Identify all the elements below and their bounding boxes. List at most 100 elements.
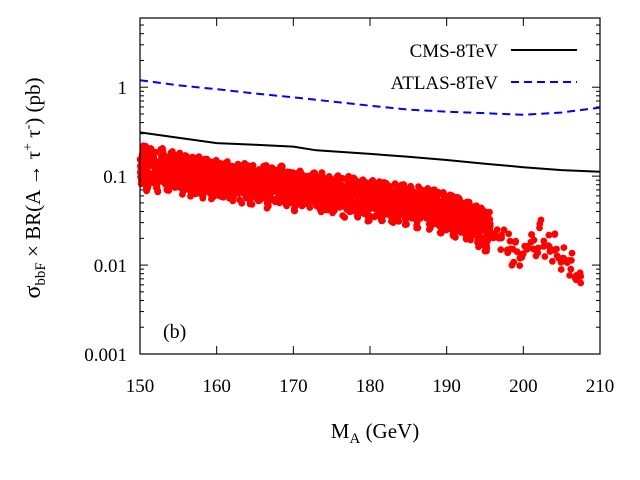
scatter-point [523, 243, 531, 251]
scatter-point [576, 269, 584, 277]
scatter-point [505, 230, 513, 238]
scatter-point [230, 193, 237, 201]
scatter-point [577, 279, 585, 287]
scatter-point [566, 272, 574, 279]
x-tick-label: 170 [279, 376, 308, 397]
scatter-point [532, 252, 540, 260]
x-tick-label: 200 [509, 376, 538, 397]
scatter-point [506, 237, 514, 245]
tick-labels: 150 160 170 180 190 200 210 0.001 0.01 0.1 1 [84, 78, 614, 397]
scatter-point [242, 162, 250, 170]
x-tick-label: 160 [202, 376, 231, 397]
scatter-point [557, 266, 565, 273]
scatter-point [534, 244, 542, 252]
scatter-point [365, 211, 373, 219]
scatter-point [498, 234, 505, 242]
scatter-point [163, 186, 171, 194]
legend-label-atlas: ATLAS-8TeV [391, 73, 499, 94]
scatter-point [150, 148, 158, 156]
y-tick-label: 0.01 [94, 256, 127, 277]
scatter-point [174, 151, 182, 159]
scatter-point [545, 231, 553, 239]
scatter-point [216, 166, 223, 174]
scatter-point [536, 224, 543, 232]
scatter-point [540, 237, 548, 245]
scatter-point [305, 194, 312, 202]
scatter-point [477, 215, 484, 223]
scatter-point [493, 226, 501, 234]
scatter-point [330, 207, 338, 215]
scatter-point [537, 216, 545, 224]
scatter-point [467, 236, 474, 244]
scatter-point [264, 199, 272, 207]
scatter-point [341, 214, 349, 221]
y-tick-label: 0.001 [84, 345, 127, 366]
scatter-point [438, 229, 445, 237]
plot-frame [139, 17, 601, 355]
scatter-point [512, 238, 519, 246]
series-lines [139, 79, 601, 173]
scatter-point [464, 200, 472, 207]
scatter-point [484, 208, 491, 216]
scatter-point [261, 162, 269, 170]
scatter-point [215, 160, 223, 167]
y-axis-label: σbbF × BR(A → τ+ τ-) (pb) [20, 77, 49, 298]
scatter-point [395, 217, 403, 225]
series-line-cms [139, 131, 601, 173]
scatter-point [568, 257, 575, 264]
scatter-point [568, 249, 576, 257]
scatter-point [154, 188, 162, 196]
scatter-point [234, 160, 242, 168]
x-tick-label: 210 [586, 376, 615, 397]
x-tick-label: 180 [356, 376, 385, 397]
scatter-point [528, 231, 536, 239]
scatter-point [238, 199, 246, 207]
scatter-point [530, 236, 538, 244]
y-tick-label: 1 [118, 78, 128, 99]
x-tick-label: 190 [432, 376, 461, 397]
scatter-point [157, 146, 165, 153]
scatter-point [140, 147, 147, 154]
scatter-point [428, 221, 436, 229]
scatter-point [560, 254, 567, 262]
scatter-point [551, 230, 559, 238]
scatter-point [365, 217, 373, 225]
scatter-point [516, 262, 524, 269]
x-axis-label: MA (GeV) [331, 419, 419, 447]
scatter-point [389, 203, 396, 211]
scatter-point [278, 167, 286, 174]
scatter-point [163, 178, 171, 186]
scatter-point [198, 192, 206, 200]
scatter-point [545, 242, 552, 250]
scatter-point [485, 217, 493, 225]
scatter-point [567, 265, 575, 273]
scatter-point [497, 246, 505, 254]
scatter-points [136, 142, 585, 287]
scatter-point [336, 176, 344, 184]
scatter-point [541, 253, 549, 260]
scatter-point [388, 218, 395, 225]
scatter-point [291, 207, 298, 215]
annotation-b: (b) [163, 321, 186, 343]
scatter-point [549, 257, 556, 265]
scatter-point [508, 261, 516, 269]
scatter-point [143, 184, 150, 191]
y-tick-label: 0.1 [103, 167, 127, 188]
scatter-point [449, 231, 457, 239]
scatter-point [306, 204, 314, 211]
scatter-point [500, 226, 508, 234]
scatter-point [318, 169, 326, 177]
scatter-point [263, 204, 271, 212]
x-tick-label: 150 [126, 376, 155, 397]
axis-ticks [139, 17, 601, 355]
scatter-point [560, 244, 568, 252]
scatter-point [191, 190, 199, 198]
scatter-point [553, 245, 560, 253]
scatter-point [401, 221, 409, 229]
legend-label-cms: CMS-8TeV [410, 41, 499, 62]
scatter-point [249, 162, 257, 170]
legend: CMS-8TeV ATLAS-8TeV [391, 41, 577, 94]
scatter-point [399, 182, 406, 189]
scatter-point [248, 201, 256, 208]
